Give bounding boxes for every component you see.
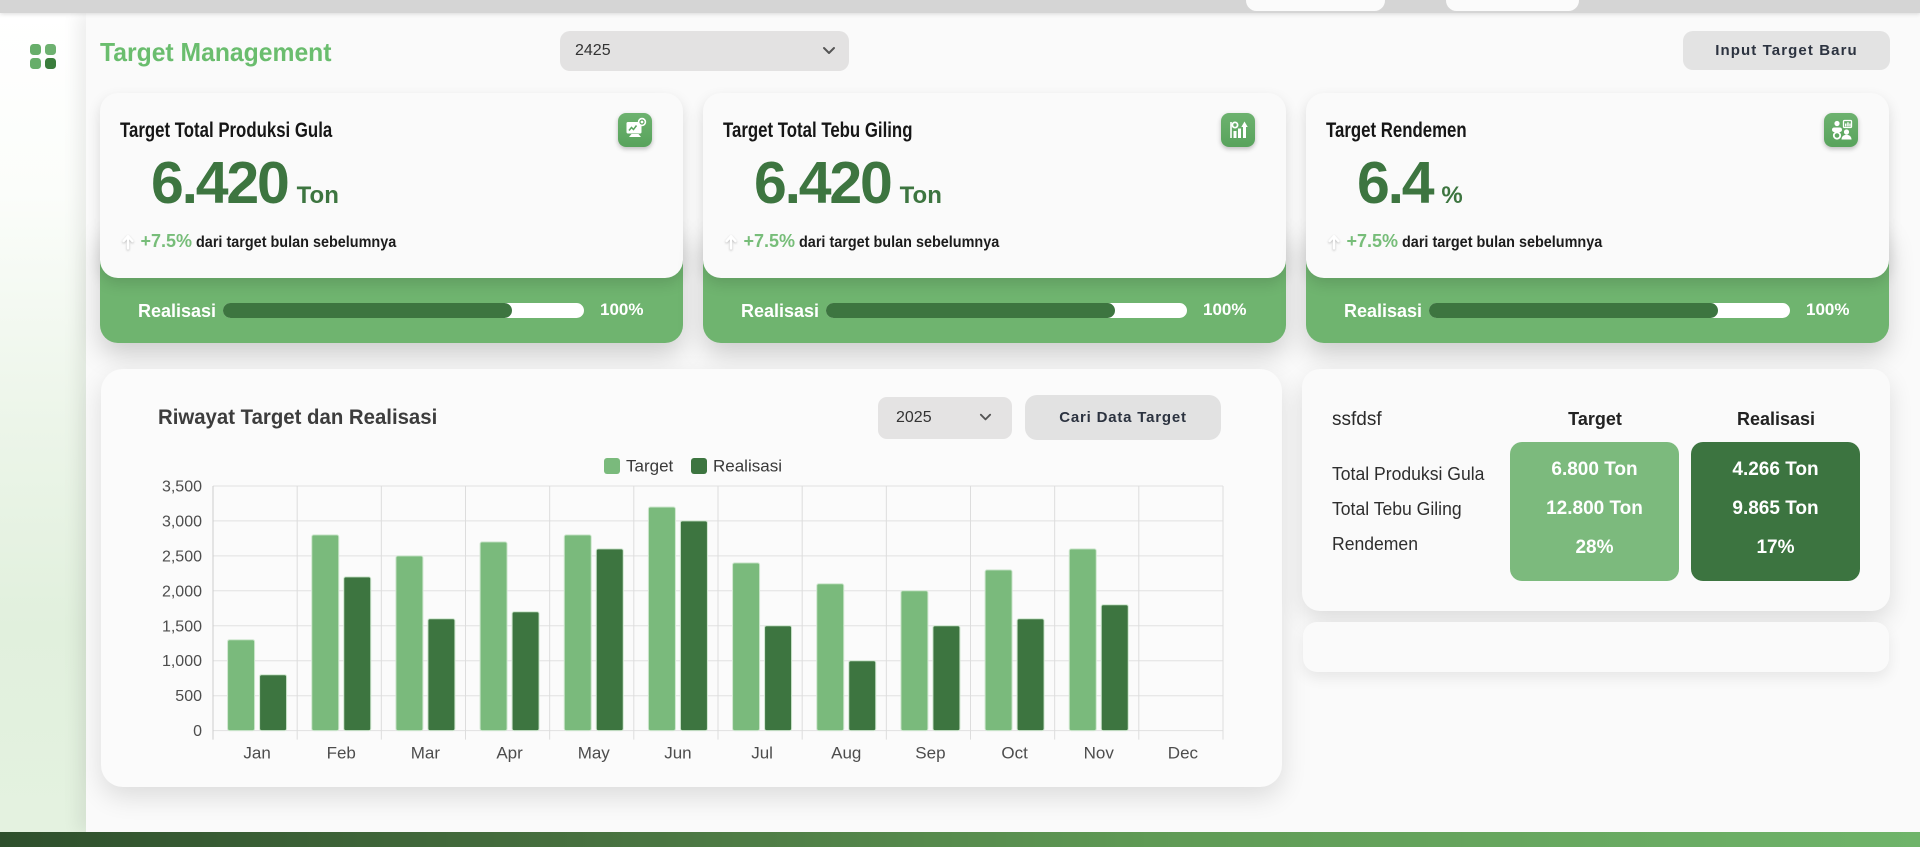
svg-text:3,000: 3,000 xyxy=(162,513,202,530)
svg-text:Jul: Jul xyxy=(751,744,773,763)
svg-text:Dec: Dec xyxy=(1168,744,1199,763)
svg-text:500: 500 xyxy=(175,688,202,705)
svg-text:May: May xyxy=(578,744,611,763)
svg-text:2,500: 2,500 xyxy=(162,548,202,565)
svg-text:Feb: Feb xyxy=(327,744,356,763)
svg-text:1,000: 1,000 xyxy=(162,653,202,670)
svg-text:Apr: Apr xyxy=(496,744,523,763)
svg-text:Mar: Mar xyxy=(411,744,441,763)
svg-text:Jun: Jun xyxy=(664,744,691,763)
svg-text:3,500: 3,500 xyxy=(162,479,202,496)
svg-text:Realisasi: Realisasi xyxy=(713,457,782,476)
svg-text:Nov: Nov xyxy=(1084,744,1115,763)
svg-text:Jan: Jan xyxy=(243,744,270,763)
svg-text:2,000: 2,000 xyxy=(162,583,202,600)
svg-text:Oct: Oct xyxy=(1001,744,1028,763)
svg-text:Aug: Aug xyxy=(831,744,861,763)
svg-text:Sep: Sep xyxy=(915,744,945,763)
svg-text:1,500: 1,500 xyxy=(162,618,202,635)
svg-text:0: 0 xyxy=(193,723,202,740)
svg-text:Target: Target xyxy=(626,457,674,476)
